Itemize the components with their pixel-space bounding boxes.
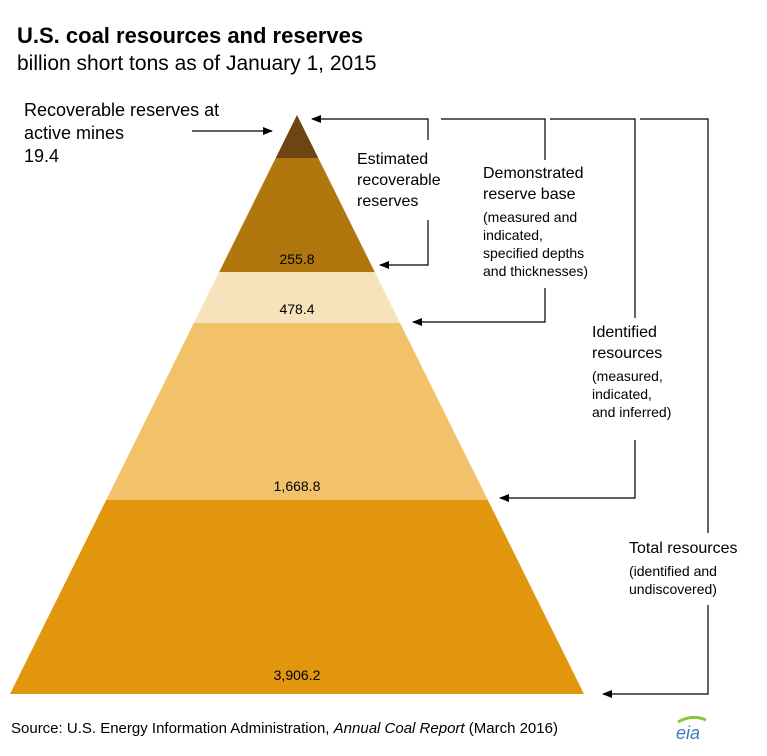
connector-arrows bbox=[192, 115, 709, 698]
label-estimated-line2: recoverable bbox=[357, 172, 441, 189]
label-demonstrated-sub3: specified depths bbox=[483, 245, 585, 261]
label-demonstrated-line1: Demonstrated bbox=[483, 165, 584, 182]
label-identified-line1: Identified bbox=[592, 324, 657, 341]
arrow-identified-top bbox=[550, 118, 636, 318]
value-label-total: 3,906.2 bbox=[273, 667, 321, 683]
label-demonstrated-line2: reserve base bbox=[483, 186, 576, 203]
label-active-mines-line2: active mines bbox=[24, 123, 125, 143]
label-identified-sub2: indicated, bbox=[592, 386, 652, 402]
label-demonstrated-sub1: (measured and bbox=[483, 209, 578, 225]
source-prefix: Source: U.S. Energy Information Administ… bbox=[11, 720, 334, 737]
layer-demonstrated-base bbox=[193, 272, 401, 323]
source-note: Source: U.S. Energy Information Administ… bbox=[11, 719, 558, 739]
label-identified-sub1: (measured, bbox=[592, 368, 663, 384]
label-total-line1: Total resources bbox=[629, 540, 738, 557]
arrow-demonstrated-bottom bbox=[412, 288, 546, 326]
pyramid-layers bbox=[10, 115, 584, 694]
label-identified-line2: resources bbox=[592, 345, 663, 362]
arrow-estimated-bottom bbox=[379, 220, 429, 269]
arrow-identified-bottom bbox=[499, 440, 636, 502]
arrow-total-bottom bbox=[602, 605, 709, 698]
layer-estimated-reserves bbox=[219, 158, 375, 272]
arrow-estimated-top bbox=[311, 115, 429, 140]
label-estimated-line1: Estimated bbox=[357, 151, 429, 168]
value-label-identified: 1,668.8 bbox=[273, 478, 321, 494]
layer-total-resources bbox=[10, 500, 584, 694]
eia-logo: eia bbox=[672, 714, 712, 744]
value-label-demonstrated: 478.4 bbox=[279, 301, 315, 317]
label-identified-sub3: and inferred) bbox=[592, 404, 672, 420]
arrow-demonstrated-top bbox=[441, 118, 546, 160]
label-demonstrated-sub4: and thicknesses) bbox=[483, 263, 589, 279]
layer-active-mines bbox=[275, 115, 319, 158]
label-total-sub1: (identified and bbox=[629, 563, 717, 579]
label-estimated-line3: reserves bbox=[357, 193, 419, 210]
label-demonstrated-sub2: indicated, bbox=[483, 227, 543, 243]
value-label-estimated: 255.8 bbox=[279, 251, 315, 267]
logo-swoosh bbox=[677, 715, 707, 724]
logo-text: eia bbox=[676, 723, 700, 743]
chart-subtitle: billion short tons as of January 1, 2015 bbox=[17, 52, 377, 75]
arrow-total-top bbox=[640, 118, 709, 533]
source-suffix: (March 2016) bbox=[464, 720, 558, 737]
source-report-title: Annual Coal Report bbox=[333, 720, 465, 737]
layer-identified-resources bbox=[106, 323, 488, 500]
label-active-mines-value: 19.4 bbox=[24, 146, 60, 166]
chart-title: U.S. coal resources and reserves bbox=[17, 23, 364, 48]
label-total-sub2: undiscovered) bbox=[629, 581, 717, 597]
label-active-mines-line1: Recoverable reserves at bbox=[24, 100, 220, 120]
